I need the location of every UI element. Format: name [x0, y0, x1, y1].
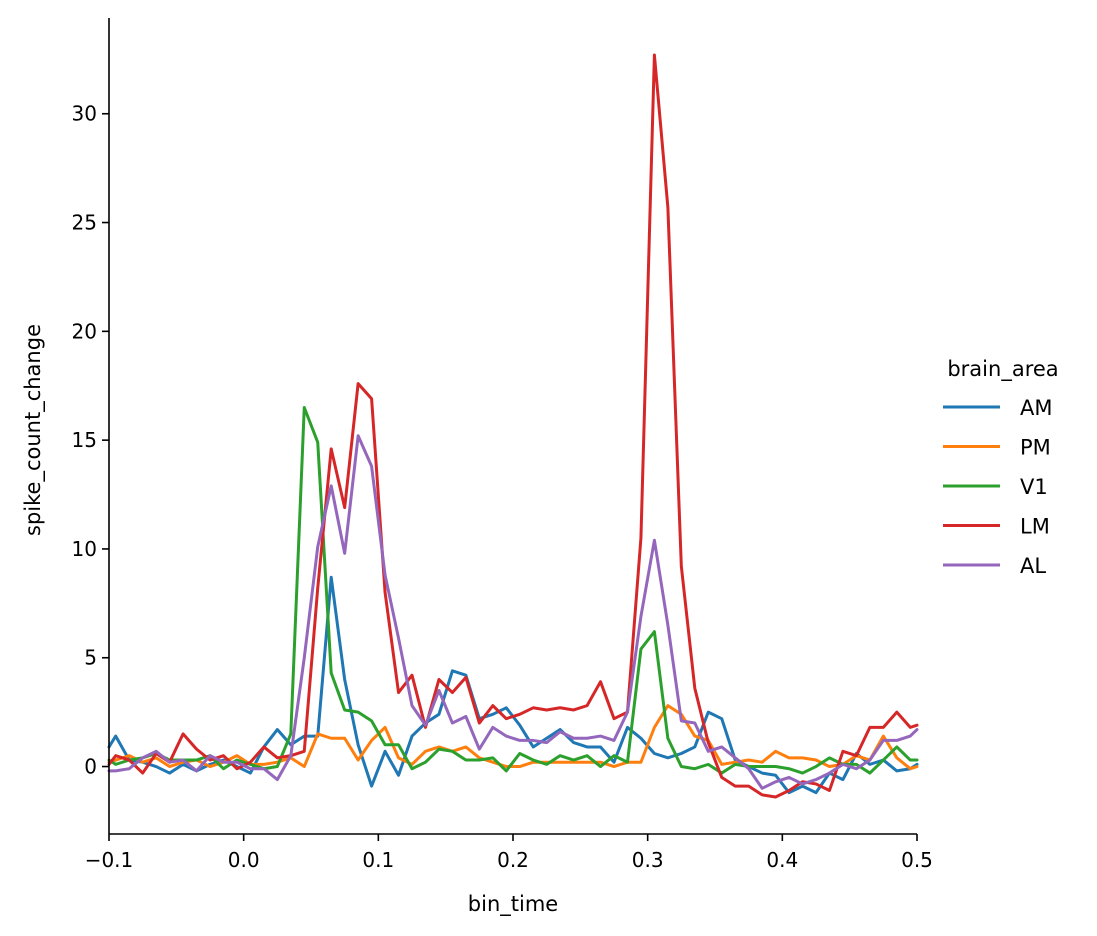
x-tick-label: 0.3: [632, 848, 664, 872]
legend-item-lm: LM: [943, 515, 1050, 539]
y-tick-label: 25: [72, 211, 97, 235]
legend: brain_area AM PM V1 LM AL: [943, 357, 1059, 578]
y-tick-label: 15: [72, 428, 97, 452]
legend-label: AM: [1020, 396, 1052, 420]
series-line-v1: [107, 406, 919, 775]
legend-item-al: AL: [943, 554, 1046, 578]
x-tick-label: 0.5: [901, 848, 933, 872]
legend-items: AM PM V1 LM AL: [943, 396, 1052, 578]
x-tick-label: 0.4: [766, 848, 798, 872]
legend-label: PM: [1020, 436, 1051, 460]
y-tick-label: 5: [84, 646, 97, 670]
x-tick-label: 0.2: [497, 848, 529, 872]
x-tick-label: 0.1: [362, 848, 394, 872]
y-tick-label: 30: [72, 102, 97, 126]
legend-title: brain_area: [947, 357, 1058, 382]
series-lines: [107, 53, 919, 799]
x-axis-title: bin_time: [468, 892, 558, 917]
plot-area: [107, 53, 919, 799]
x-tick-label: 0.0: [228, 848, 260, 872]
series-line-al: [107, 434, 919, 790]
y-tick-label: 10: [72, 537, 97, 561]
x-axis-ticks: −0.1 0.0 0.1 0.2 0.3 0.4 0.5: [85, 834, 933, 872]
legend-item-am: AM: [943, 396, 1052, 420]
series-line-pm: [107, 704, 919, 771]
legend-item-pm: PM: [943, 436, 1051, 460]
y-axis-title: spike_count_change: [21, 324, 46, 536]
y-tick-label: 0: [84, 755, 97, 779]
y-tick-label: 20: [72, 319, 97, 343]
legend-label: LM: [1020, 515, 1050, 539]
series-line-lm: [107, 53, 919, 799]
y-axis-ticks: 0 5 10 15 20 25 30: [72, 102, 109, 779]
legend-label: V1: [1020, 475, 1048, 499]
x-tick-label: −0.1: [85, 848, 134, 872]
legend-label: AL: [1020, 554, 1046, 578]
legend-item-v1: V1: [943, 475, 1048, 499]
